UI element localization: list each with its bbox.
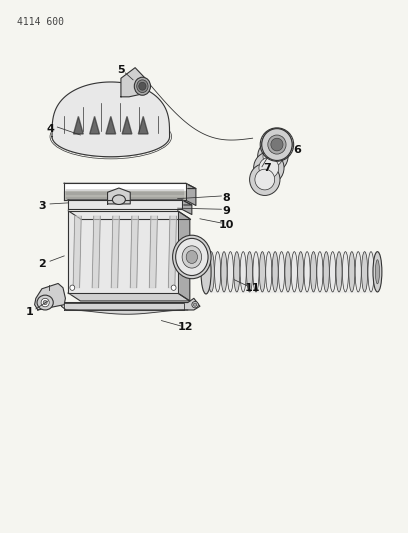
Polygon shape <box>106 116 115 134</box>
Ellipse shape <box>259 252 265 292</box>
Polygon shape <box>90 116 100 134</box>
Ellipse shape <box>173 235 211 279</box>
Polygon shape <box>169 216 176 288</box>
Ellipse shape <box>193 303 197 306</box>
Polygon shape <box>138 116 148 134</box>
Text: 12: 12 <box>178 322 193 333</box>
Ellipse shape <box>192 302 198 308</box>
Polygon shape <box>73 116 83 134</box>
Polygon shape <box>64 191 186 200</box>
Ellipse shape <box>234 252 240 292</box>
Ellipse shape <box>272 252 278 292</box>
Ellipse shape <box>246 252 253 292</box>
Polygon shape <box>52 82 170 157</box>
Text: 3: 3 <box>38 200 46 211</box>
Ellipse shape <box>113 195 125 205</box>
Ellipse shape <box>291 252 297 292</box>
Ellipse shape <box>70 285 75 290</box>
Ellipse shape <box>227 252 233 292</box>
Ellipse shape <box>43 301 47 305</box>
Ellipse shape <box>137 80 148 93</box>
Polygon shape <box>122 116 132 134</box>
Polygon shape <box>68 211 177 293</box>
Ellipse shape <box>221 252 227 292</box>
Ellipse shape <box>259 158 279 178</box>
Ellipse shape <box>37 295 53 310</box>
Text: 8: 8 <box>222 192 230 203</box>
Ellipse shape <box>268 135 286 154</box>
Ellipse shape <box>373 252 382 292</box>
Ellipse shape <box>52 116 170 157</box>
Ellipse shape <box>271 138 283 151</box>
Polygon shape <box>35 284 65 310</box>
Ellipse shape <box>201 249 211 294</box>
Text: 1: 1 <box>26 306 33 317</box>
Polygon shape <box>186 183 196 206</box>
Ellipse shape <box>262 128 292 160</box>
Ellipse shape <box>355 252 361 292</box>
Polygon shape <box>73 216 81 288</box>
Text: 5: 5 <box>117 66 125 75</box>
Polygon shape <box>121 68 145 97</box>
Polygon shape <box>108 188 130 204</box>
Polygon shape <box>64 183 196 189</box>
Ellipse shape <box>134 77 151 95</box>
Ellipse shape <box>330 252 336 292</box>
Ellipse shape <box>263 146 283 166</box>
Text: 11: 11 <box>245 282 260 293</box>
Ellipse shape <box>279 252 284 292</box>
Ellipse shape <box>254 152 284 184</box>
Ellipse shape <box>349 252 355 292</box>
Ellipse shape <box>139 82 146 90</box>
Polygon shape <box>66 303 188 314</box>
Ellipse shape <box>255 169 275 190</box>
Text: 6: 6 <box>293 145 301 155</box>
Ellipse shape <box>258 140 288 172</box>
Ellipse shape <box>285 252 291 292</box>
Ellipse shape <box>375 260 379 284</box>
Polygon shape <box>64 303 184 310</box>
Ellipse shape <box>41 298 49 307</box>
Polygon shape <box>111 216 119 288</box>
Ellipse shape <box>215 252 221 292</box>
Text: 4: 4 <box>46 124 54 134</box>
Ellipse shape <box>171 285 176 290</box>
Ellipse shape <box>368 252 374 292</box>
Polygon shape <box>182 200 192 215</box>
Ellipse shape <box>175 238 208 276</box>
Text: 4114 600: 4114 600 <box>17 17 64 27</box>
Ellipse shape <box>304 252 310 292</box>
Ellipse shape <box>310 252 317 292</box>
Ellipse shape <box>240 252 246 292</box>
Text: 9: 9 <box>222 206 230 216</box>
Ellipse shape <box>342 252 348 292</box>
Ellipse shape <box>186 251 197 263</box>
Ellipse shape <box>361 252 368 292</box>
Polygon shape <box>61 298 200 310</box>
Polygon shape <box>92 216 100 288</box>
Ellipse shape <box>317 252 323 292</box>
Ellipse shape <box>208 252 214 292</box>
Text: 2: 2 <box>38 259 46 269</box>
Polygon shape <box>149 216 157 288</box>
Ellipse shape <box>336 252 342 292</box>
Ellipse shape <box>267 134 287 155</box>
Text: 10: 10 <box>219 220 234 230</box>
Polygon shape <box>68 200 192 205</box>
Polygon shape <box>130 216 138 288</box>
Ellipse shape <box>298 252 304 292</box>
Polygon shape <box>177 211 190 301</box>
Polygon shape <box>68 293 190 301</box>
Ellipse shape <box>323 252 329 292</box>
Polygon shape <box>64 183 186 191</box>
Text: 7: 7 <box>263 164 271 173</box>
Ellipse shape <box>262 128 292 160</box>
Ellipse shape <box>182 246 202 268</box>
Polygon shape <box>68 200 182 209</box>
Ellipse shape <box>266 252 272 292</box>
Polygon shape <box>208 252 374 292</box>
Ellipse shape <box>253 252 259 292</box>
Ellipse shape <box>250 164 280 196</box>
